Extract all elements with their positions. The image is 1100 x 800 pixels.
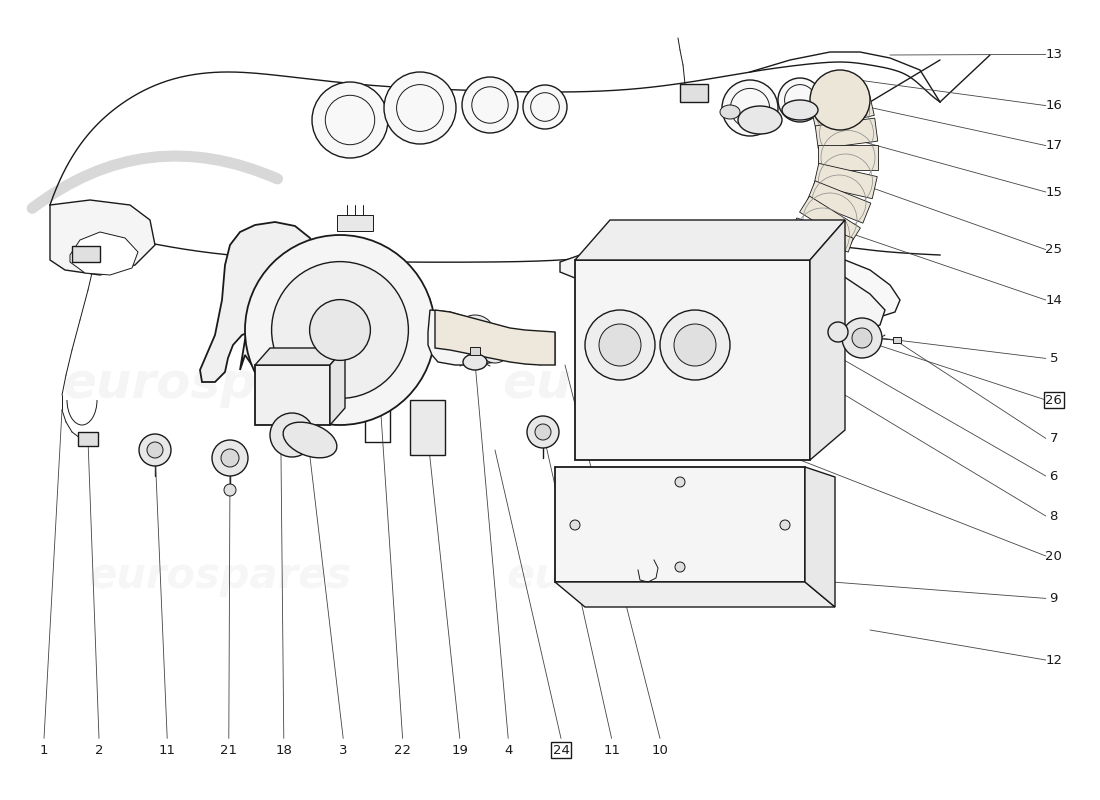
- Polygon shape: [556, 467, 805, 582]
- Polygon shape: [810, 220, 845, 460]
- Circle shape: [535, 424, 551, 440]
- Circle shape: [147, 442, 163, 458]
- Polygon shape: [818, 145, 878, 170]
- Polygon shape: [200, 222, 320, 382]
- Text: eurospares: eurospares: [62, 360, 378, 408]
- Circle shape: [810, 70, 870, 130]
- Polygon shape: [330, 348, 345, 425]
- Polygon shape: [807, 181, 871, 223]
- Text: 11: 11: [603, 744, 620, 757]
- Text: 17: 17: [1045, 139, 1063, 152]
- Text: 12: 12: [1045, 654, 1063, 666]
- Polygon shape: [240, 243, 434, 402]
- Text: 13: 13: [1045, 48, 1063, 61]
- Circle shape: [600, 324, 641, 366]
- Circle shape: [675, 477, 685, 487]
- Polygon shape: [428, 310, 520, 365]
- Text: 21: 21: [220, 744, 238, 757]
- Circle shape: [309, 299, 371, 360]
- Circle shape: [245, 235, 434, 425]
- Text: 11: 11: [158, 744, 176, 757]
- Polygon shape: [800, 196, 860, 244]
- Text: 20: 20: [1045, 550, 1063, 562]
- Circle shape: [722, 80, 778, 136]
- Circle shape: [852, 328, 872, 348]
- Text: 2: 2: [95, 744, 103, 757]
- Circle shape: [778, 78, 822, 122]
- Polygon shape: [50, 200, 155, 275]
- Text: 5: 5: [1049, 352, 1058, 365]
- Circle shape: [674, 324, 716, 366]
- Circle shape: [139, 434, 170, 466]
- Text: 18: 18: [275, 744, 293, 757]
- Circle shape: [522, 85, 566, 129]
- Circle shape: [675, 562, 685, 572]
- Polygon shape: [70, 232, 138, 275]
- Ellipse shape: [283, 422, 337, 458]
- Polygon shape: [805, 467, 835, 607]
- Polygon shape: [575, 220, 845, 260]
- Bar: [470, 347, 480, 355]
- Text: 10: 10: [651, 744, 669, 757]
- Circle shape: [312, 82, 388, 158]
- Polygon shape: [560, 245, 695, 282]
- Circle shape: [224, 484, 236, 496]
- Circle shape: [585, 310, 654, 380]
- Polygon shape: [575, 260, 810, 460]
- Circle shape: [270, 413, 314, 457]
- Circle shape: [384, 72, 456, 144]
- Polygon shape: [255, 348, 345, 365]
- Bar: [337, 215, 373, 231]
- Text: 3: 3: [339, 744, 348, 757]
- Ellipse shape: [738, 106, 782, 134]
- Text: 26: 26: [1045, 394, 1063, 406]
- Circle shape: [527, 416, 559, 448]
- Text: 22: 22: [394, 744, 411, 757]
- Text: 9: 9: [1049, 592, 1058, 605]
- Circle shape: [828, 322, 848, 342]
- Polygon shape: [815, 118, 878, 149]
- Circle shape: [462, 77, 518, 133]
- Polygon shape: [811, 94, 874, 129]
- Ellipse shape: [720, 105, 740, 119]
- Text: 15: 15: [1045, 186, 1063, 198]
- Circle shape: [212, 440, 248, 476]
- Text: 1: 1: [40, 744, 48, 757]
- Text: 4: 4: [504, 744, 513, 757]
- Text: eurospares: eurospares: [88, 555, 352, 597]
- Polygon shape: [636, 250, 886, 338]
- Text: 19: 19: [451, 744, 469, 757]
- Circle shape: [842, 318, 882, 358]
- Text: 14: 14: [1045, 294, 1063, 306]
- Circle shape: [570, 520, 580, 530]
- FancyArrowPatch shape: [32, 156, 277, 208]
- Bar: [78, 432, 98, 446]
- Text: 16: 16: [1045, 99, 1063, 112]
- Circle shape: [660, 310, 730, 380]
- Bar: [893, 337, 901, 343]
- Circle shape: [780, 520, 790, 530]
- Polygon shape: [556, 582, 835, 607]
- Polygon shape: [434, 310, 556, 365]
- Bar: [680, 84, 708, 102]
- Circle shape: [480, 333, 510, 363]
- Polygon shape: [668, 252, 900, 322]
- Ellipse shape: [782, 100, 818, 120]
- Text: 24: 24: [552, 744, 570, 757]
- Circle shape: [272, 262, 408, 398]
- Text: eurospares: eurospares: [506, 555, 770, 597]
- Bar: [72, 246, 100, 262]
- Polygon shape: [255, 365, 330, 425]
- Text: 25: 25: [1045, 243, 1063, 256]
- Text: 7: 7: [1049, 432, 1058, 445]
- Text: 8: 8: [1049, 510, 1058, 522]
- Ellipse shape: [463, 354, 487, 370]
- Circle shape: [221, 449, 239, 467]
- Polygon shape: [814, 163, 878, 198]
- Bar: [410, 400, 446, 455]
- Polygon shape: [792, 218, 854, 252]
- Circle shape: [455, 315, 495, 355]
- Text: 6: 6: [1049, 470, 1058, 482]
- Text: eurospares: eurospares: [502, 360, 818, 408]
